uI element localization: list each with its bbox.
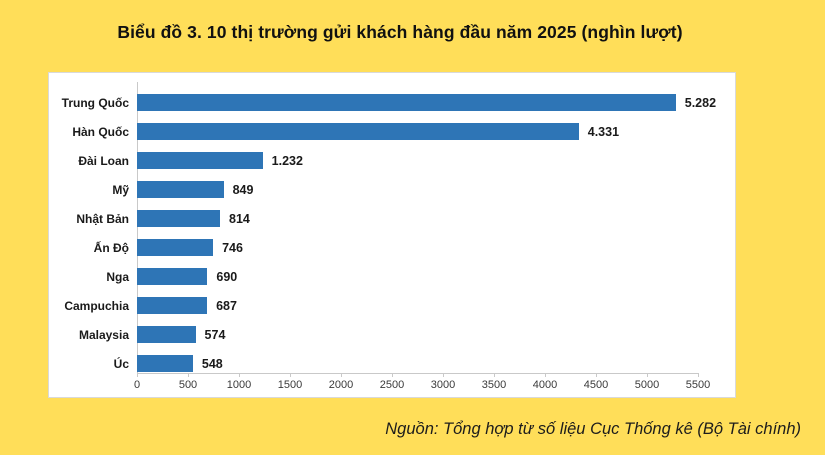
x-tick-mark — [596, 373, 597, 377]
x-tick-label: 500 — [178, 379, 198, 391]
value-label: 1.232 — [271, 153, 303, 168]
category-label: Campuchia — [64, 298, 129, 313]
x-tick-mark — [188, 373, 189, 377]
x-tick-label: 3000 — [430, 379, 456, 391]
bar — [137, 239, 214, 256]
chart-row: Mỹ 849 — [49, 175, 735, 204]
value-label: 5.282 — [684, 95, 717, 110]
chart-row: Malaysia 574 — [49, 320, 735, 349]
bar — [137, 152, 263, 169]
chart-row: Ấn Độ 746 — [49, 233, 735, 262]
bar — [137, 297, 208, 314]
value-label: 4.331 — [587, 124, 620, 139]
x-tick-mark — [647, 373, 648, 377]
bar — [137, 210, 221, 227]
bar — [137, 123, 579, 140]
value-label: 574 — [204, 327, 226, 342]
category-label: Úc — [113, 356, 129, 371]
x-tick-label: 2500 — [379, 379, 405, 391]
x-tick-label: 0 — [133, 379, 141, 391]
chart-row: Đài Loan 1.232 — [49, 146, 735, 175]
x-tick-mark — [137, 373, 138, 377]
x-tick-label: 2000 — [328, 379, 354, 391]
x-tick-label: 5500 — [685, 379, 711, 391]
value-label: 746 — [222, 240, 243, 255]
chart-row: Úc 548 — [49, 349, 735, 378]
x-tick-label: 4000 — [532, 379, 558, 391]
value-label: 849 — [232, 182, 254, 197]
x-tick-mark — [698, 373, 699, 377]
category-label: Mỹ — [112, 182, 129, 197]
x-tick-mark — [290, 373, 291, 377]
chart-row: Hàn Quốc 4.331 — [49, 117, 735, 146]
chart-title: Biểu đồ 3. 10 thị trường gửi khách hàng … — [117, 22, 683, 42]
bar — [137, 355, 193, 372]
category-label: Malaysia — [78, 327, 129, 342]
x-tick-label: 1500 — [277, 379, 303, 391]
chart-row: Trung Quốc 5.282 — [49, 88, 735, 117]
chart-row: Nga 690 — [49, 262, 735, 291]
chart-row: Nhật Bản 814 — [49, 204, 735, 233]
x-tick-label: 4500 — [583, 379, 609, 391]
category-label: Hàn Quốc — [72, 124, 129, 139]
category-label: Nhật Bản — [76, 211, 129, 226]
bar — [137, 94, 676, 111]
x-axis-line — [137, 373, 699, 374]
x-tick-mark — [494, 373, 495, 377]
bar — [137, 326, 196, 343]
x-tick-label: 1000 — [226, 379, 252, 391]
value-label: 690 — [216, 269, 238, 284]
x-tick-mark — [545, 373, 546, 377]
category-label: Ấn Độ — [93, 240, 129, 255]
chart-card: Trung Quốc 5.282 Hàn Quốc 4.331 Đài Loan 1.23… — [48, 72, 736, 398]
source-note: Nguồn: Tổng hợp từ số liệu Cục Thống kê … — [385, 420, 801, 438]
chart-row: Campuchia 687 — [49, 291, 735, 320]
bar — [137, 268, 208, 285]
chart-plot-area: Trung Quốc 5.282 Hàn Quốc 4.331 Đài Loan 1.23… — [49, 88, 735, 378]
x-tick-label: 5000 — [634, 379, 660, 391]
value-label: 687 — [216, 298, 237, 313]
x-tick-mark — [239, 373, 240, 377]
category-label: Trung Quốc — [61, 95, 129, 110]
x-tick-mark — [392, 373, 393, 377]
x-tick-mark — [443, 373, 444, 377]
x-axis: 0 500 1000 1500 2000 2500 3000 3500 4000 4500 5000… — [133, 373, 710, 397]
value-label: 814 — [229, 211, 250, 226]
y-axis-line — [137, 82, 138, 373]
bar — [137, 181, 224, 198]
value-label: 548 — [201, 356, 223, 371]
category-label: Nga — [106, 269, 129, 284]
x-tick-mark — [341, 373, 342, 377]
category-label: Đài Loan — [78, 153, 129, 168]
x-tick-label: 3500 — [481, 379, 507, 391]
